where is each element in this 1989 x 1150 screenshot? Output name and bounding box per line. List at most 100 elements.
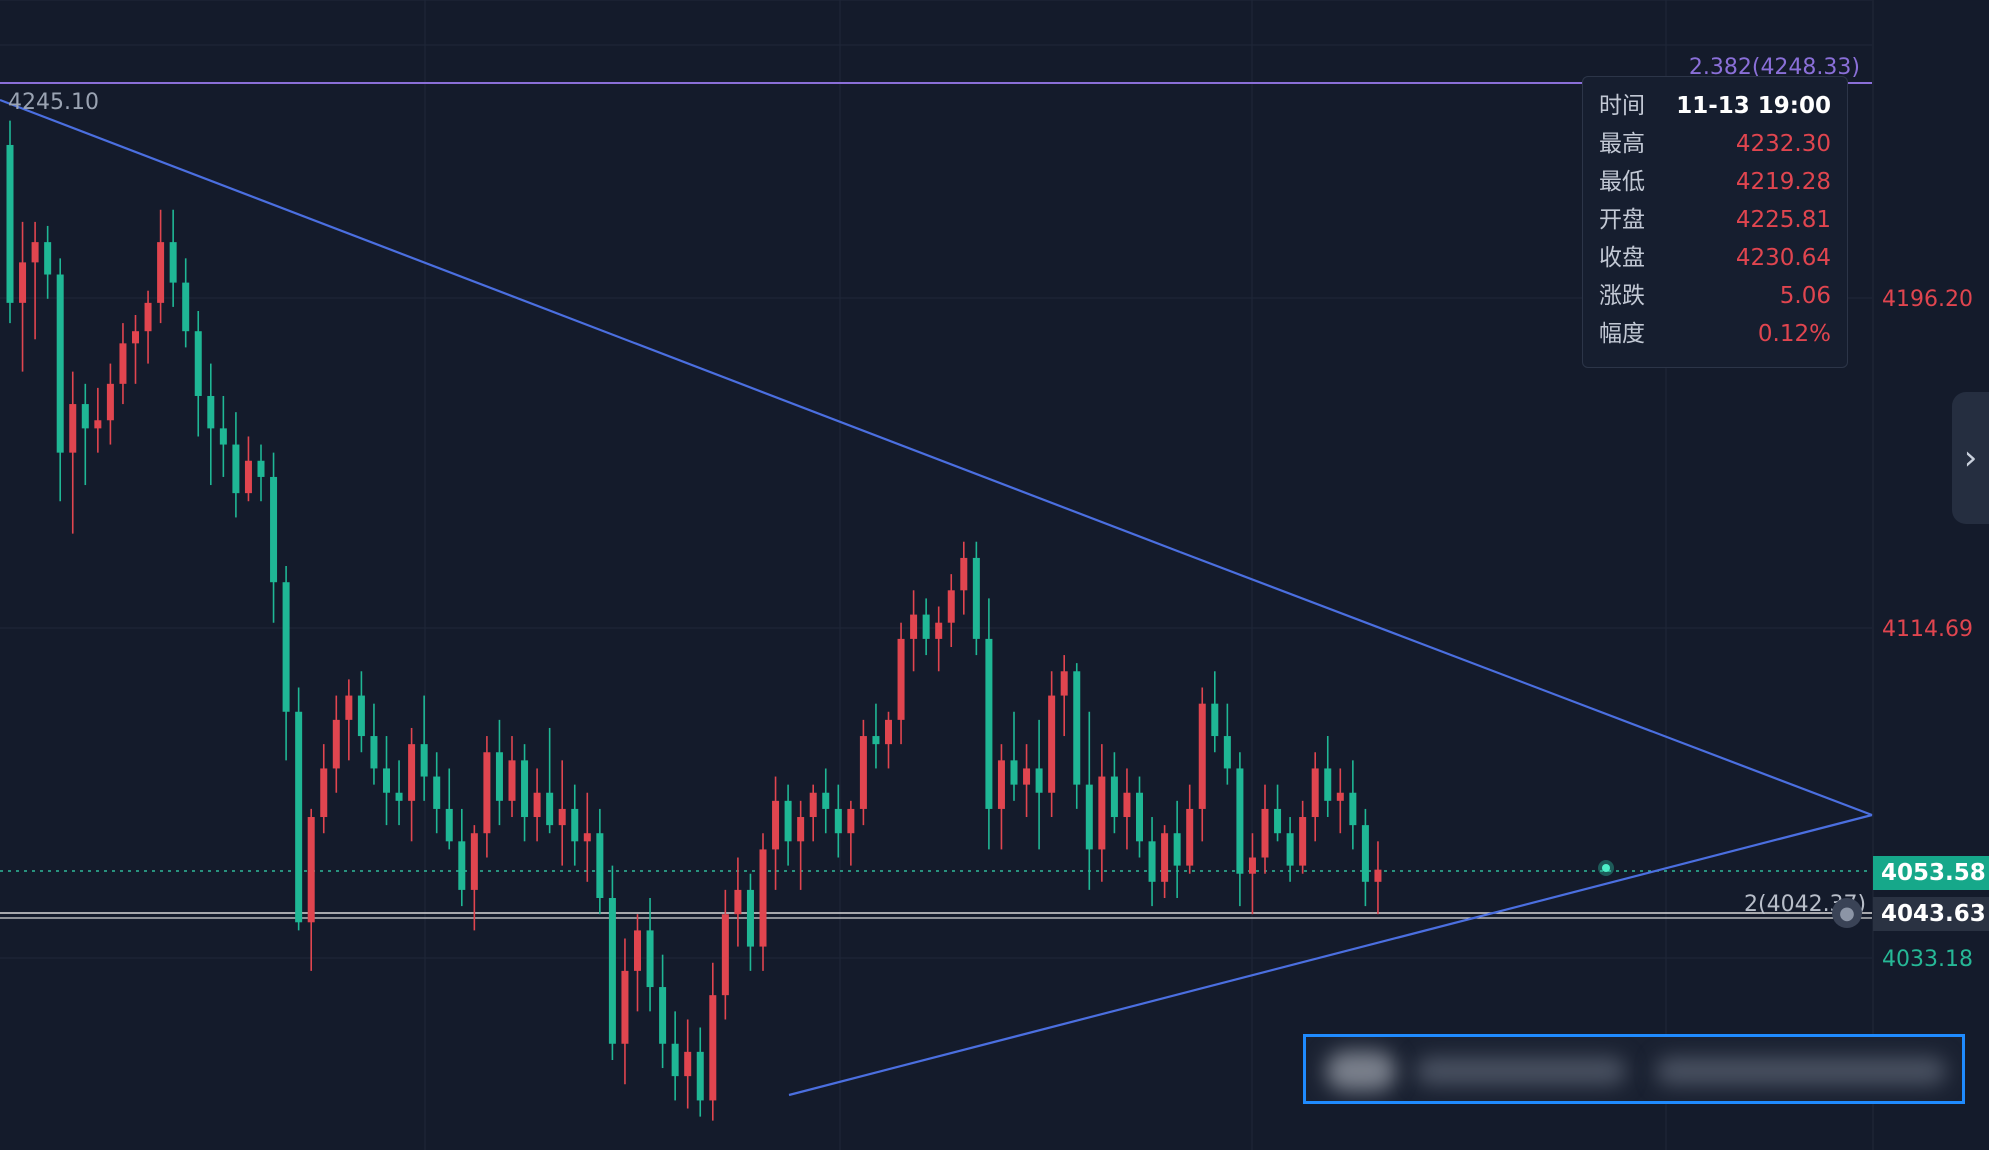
candle-body-65 <box>822 792 830 809</box>
candle-body-84 <box>1060 671 1068 696</box>
candle-body-2 <box>31 242 39 263</box>
candle-body-49 <box>621 970 629 1044</box>
tooltip-row-close: 收盘 4230.64 <box>1599 245 1831 271</box>
candle-body-7 <box>94 420 102 429</box>
tooltip-row-change: 涨跌 5.06 <box>1599 283 1831 309</box>
candle-body-98 <box>1236 768 1244 874</box>
candle-body-16 <box>207 395 215 429</box>
y-tick-label-2: 4033.18 <box>1882 947 1973 972</box>
candle-body-94 <box>1186 808 1194 866</box>
candle-body-108 <box>1361 825 1369 882</box>
candles <box>6 120 1614 1121</box>
candle-body-10 <box>132 331 139 344</box>
candle-body-73 <box>922 614 930 639</box>
tooltip-row-low: 最低 4219.28 <box>1599 169 1831 195</box>
candle-body-91 <box>1148 841 1156 882</box>
candle-body-20 <box>257 460 265 477</box>
candle-body-21 <box>270 476 278 583</box>
candle-body-31 <box>395 792 403 801</box>
candle-body-67 <box>847 808 855 834</box>
candle-body-5 <box>69 404 77 453</box>
tooltip-row-high: 最高 4232.30 <box>1599 131 1831 157</box>
candle-body-101 <box>1274 808 1282 834</box>
candle-body-44 <box>558 808 566 826</box>
candle-body-13 <box>169 242 177 283</box>
candle-body-33 <box>420 744 428 777</box>
tooltip-row-open: 开盘 4225.81 <box>1599 207 1831 233</box>
candle-body-99 <box>1248 857 1256 874</box>
candle-body-59 <box>746 889 754 947</box>
candle-body-28 <box>357 695 365 737</box>
candle-body-75 <box>947 590 955 623</box>
candle-body-61 <box>772 800 780 850</box>
candle-body-83 <box>1048 695 1056 793</box>
candle-body-79 <box>997 760 1005 809</box>
candle-body-106 <box>1336 792 1344 801</box>
candle-body-9 <box>119 343 127 384</box>
candle-body-68 <box>859 736 867 809</box>
candle-info-tooltip: 时间 11-13 19:00 最高 4232.30 最低 4219.28 开盘 4225… <box>1582 76 1848 368</box>
candle-body-105 <box>1324 768 1332 801</box>
candle-body-19 <box>244 460 252 494</box>
candle-body-48 <box>608 898 616 1044</box>
trendlines[interactable] <box>0 98 1873 1097</box>
y-tick-label-0: 4196.20 <box>1882 287 1973 312</box>
alert-bell-icon[interactable]: ● <box>1832 898 1862 928</box>
candle-body-70 <box>885 719 892 745</box>
candle-body-27 <box>345 695 353 720</box>
candle-body-95 <box>1198 703 1206 809</box>
candle-body-26 <box>332 719 340 769</box>
candle-body-37 <box>470 833 478 890</box>
upper-trendline-a <box>0 98 1181 554</box>
candle-body-104 <box>1311 768 1319 818</box>
chart-labels: 4196.20 4114.69 4033.18 2.382(4248.33) 4245.… <box>8 55 1973 972</box>
candle-body-54 <box>684 1051 692 1077</box>
candle-body-76 <box>960 557 968 591</box>
current-price-tag: 4053.58 <box>1873 856 1989 890</box>
candle-body-50 <box>634 930 641 971</box>
candle-body-4 <box>56 274 64 453</box>
candle-body-64 <box>809 792 817 818</box>
candle-body-25 <box>320 768 328 818</box>
candle-body-23 <box>295 711 303 923</box>
candle-body-89 <box>1123 792 1131 818</box>
upper-trendline-b <box>1179 550 1873 817</box>
candle-body-92 <box>1161 833 1169 882</box>
candle-body-34 <box>433 776 441 809</box>
candle-body-12 <box>157 242 165 303</box>
fib-top-label: 2.382(4248.33) <box>1689 55 1860 80</box>
current-dot <box>1602 864 1610 872</box>
candle-body-86 <box>1085 784 1093 850</box>
candle-body-24 <box>307 817 315 923</box>
candle-body-88 <box>1110 776 1118 818</box>
candle-body-51 <box>646 930 654 988</box>
candle-body-46 <box>583 833 591 842</box>
side-panel-toggle[interactable]: › <box>1952 392 1989 524</box>
candle-body-15 <box>194 331 202 396</box>
candle-body-109 <box>1374 869 1382 882</box>
candle-body-87 <box>1098 776 1106 850</box>
candle-body-41 <box>521 760 529 818</box>
candle-body-43 <box>546 792 554 826</box>
candle-body-71 <box>897 638 905 720</box>
candle-body-82 <box>1035 768 1043 793</box>
candle-body-53 <box>671 1043 679 1077</box>
candle-body-55 <box>696 1051 704 1101</box>
candle-body-80 <box>1010 760 1018 785</box>
chevron-right-icon: › <box>1963 438 1978 478</box>
candle-body-78 <box>985 638 993 809</box>
candle-body-58 <box>734 889 742 915</box>
candle-body-56 <box>709 995 717 1101</box>
candle-body-96 <box>1211 703 1219 737</box>
candle-body-30 <box>383 768 390 793</box>
reference-price-tag: 4043.63 <box>1873 897 1989 931</box>
candle-body-69 <box>872 736 880 745</box>
candle-body-42 <box>533 792 541 818</box>
candle-body-90 <box>1136 792 1143 842</box>
candle-body-60 <box>759 849 767 947</box>
candle-body-93 <box>1173 833 1181 866</box>
candle-body-11 <box>144 302 152 332</box>
tooltip-row-amplitude: 幅度 0.12% <box>1599 321 1831 347</box>
